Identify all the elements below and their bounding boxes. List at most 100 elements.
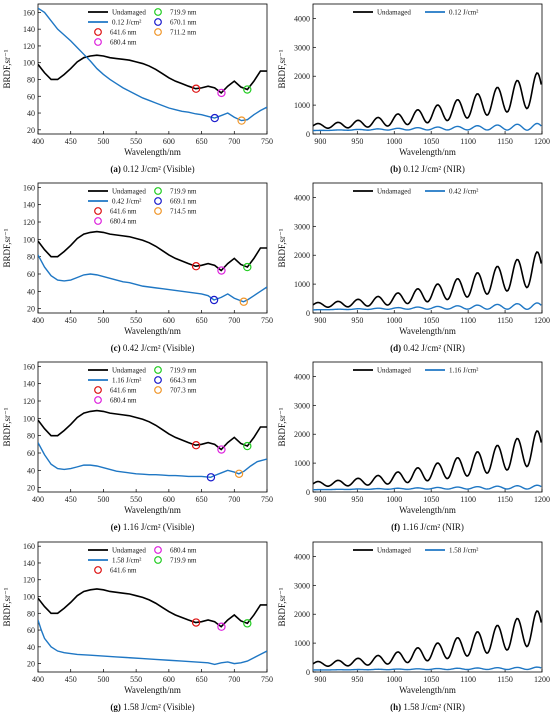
x-tick-label: 1100 [460, 137, 476, 146]
x-tick-label: 500 [97, 675, 109, 684]
legend-label: 641.6 nm [110, 29, 137, 37]
x-tick-label: 900 [314, 675, 326, 684]
wavelength-marker [191, 84, 201, 93]
legend-label: Undamaged [377, 188, 411, 196]
x-tick-label: 1100 [460, 675, 476, 684]
x-tick-label: 700 [228, 495, 240, 504]
x-tick-label: 450 [65, 137, 77, 146]
y-tick-label: 20 [27, 126, 35, 135]
x-tick-label: 1200 [534, 316, 550, 325]
series-line-1 [313, 302, 542, 311]
x-tick-label: 550 [130, 495, 142, 504]
legend-label: 1.58 J/cm² [112, 557, 141, 565]
caption-letter: (d) [390, 343, 401, 353]
y-tick-label: 3000 [294, 222, 310, 231]
legend-marker-swatch [154, 366, 162, 374]
x-tick-label: 1100 [460, 316, 476, 325]
x-tick-label: 400 [32, 675, 44, 684]
wavelength-marker [210, 113, 219, 123]
legend-marker-swatch [154, 376, 162, 384]
y-tick-label: 80 [27, 609, 35, 618]
wavelength-marker [243, 619, 252, 628]
caption-text: 0.12 J/cm² (NIR) [401, 164, 465, 174]
y-axis-label: BRDF,sr⁻¹ [2, 407, 12, 446]
y-tick-label: 1000 [294, 101, 310, 110]
legend-label: 641.6 nm [110, 208, 137, 216]
x-tick-label: 1150 [497, 316, 513, 325]
y-tick-label: 80 [27, 75, 35, 84]
legend-label: Undamaged [377, 547, 411, 555]
plot-frame [37, 3, 268, 135]
y-tick-label: 140 [23, 201, 35, 210]
y-tick-label: 40 [27, 109, 35, 118]
series-line-0 [313, 251, 542, 308]
legend-label: 714.5 nm [170, 208, 197, 216]
series-line-1 [313, 122, 542, 132]
x-tick-label: 650 [196, 137, 208, 146]
x-axis-label: Wavelength/nm [399, 505, 456, 515]
y-tick-label: 4000 [294, 14, 310, 23]
caption-text: 1.16 J/cm² (NIR) [400, 522, 464, 532]
legend-marker-swatch [154, 386, 162, 394]
legend-marker-swatch [154, 546, 162, 554]
x-tick-label: 600 [163, 137, 175, 146]
y-tick-label: 0 [306, 488, 310, 497]
y-tick-label: 0 [306, 309, 310, 318]
x-axis-label: Wavelength/nm [124, 147, 181, 157]
x-tick-label: 400 [32, 316, 44, 325]
y-tick-label: 60 [27, 92, 35, 101]
x-tick-label: 900 [314, 495, 326, 504]
x-tick-label: 1050 [423, 495, 439, 504]
y-tick-label: 1000 [294, 459, 310, 468]
series-line-1 [313, 484, 542, 491]
x-tick-label: 1050 [423, 316, 439, 325]
legend-label: 719.9 nm [170, 367, 197, 375]
y-tick-label: 4000 [294, 193, 310, 202]
legend-label: Undamaged [377, 9, 411, 17]
y-axis-label: BRDF,sr⁻¹ [2, 587, 12, 626]
x-tick-label: 950 [351, 495, 363, 504]
wavelength-marker [234, 469, 244, 479]
x-tick-label: 900 [314, 316, 326, 325]
chart-panel-f: 900 950 1000 1050 1100 1150 1200 0 1000 2000 3000 4… [277, 361, 550, 532]
legend-label: 680.4 nm [170, 547, 197, 555]
y-tick-label: 4000 [294, 372, 310, 381]
caption-text: 1.58 J/cm² (Visible) [121, 702, 195, 712]
x-tick-label: 1050 [423, 137, 439, 146]
plot-frame [37, 361, 268, 493]
panel-caption: (f) 1.16 J/cm² (NIR) [391, 522, 464, 532]
y-tick-label: 100 [23, 593, 35, 602]
caption-letter: (e) [111, 522, 121, 532]
x-tick-label: 550 [130, 137, 142, 146]
x-tick-label: 550 [130, 675, 142, 684]
series-line-1 [313, 666, 542, 671]
y-tick-label: 80 [27, 432, 35, 441]
wavelength-marker [243, 85, 252, 94]
series-line-0 [313, 610, 542, 667]
series-line-1 [38, 7, 267, 122]
legend-marker-swatch [94, 28, 102, 36]
series-line-0 [313, 430, 542, 487]
wavelength-marker [191, 618, 201, 627]
x-tick-label: 650 [196, 495, 208, 504]
caption-text: 1.16 J/cm² (Visible) [121, 522, 195, 532]
x-tick-label: 600 [163, 495, 175, 504]
legend-marker-swatch [154, 8, 162, 16]
panel-caption: (d) 0.42 J/cm² (NIR) [390, 343, 465, 353]
x-axis-label: Wavelength/nm [399, 147, 456, 157]
legend-marker-swatch [94, 566, 102, 574]
legend-label: 641.6 nm [110, 567, 137, 575]
wavelength-marker [191, 440, 201, 450]
y-tick-label: 1000 [294, 639, 310, 648]
legend-label: 1.58 J/cm² [449, 547, 478, 555]
y-tick-label: 160 [23, 362, 35, 371]
panel-caption: (e) 1.16 J/cm² (Visible) [111, 522, 195, 532]
legend-label: 0.42 J/cm² [449, 188, 478, 196]
y-tick-label: 100 [23, 414, 35, 423]
legend-label: 0.12 J/cm² [449, 9, 478, 17]
legend-label: 0.12 J/cm² [112, 19, 141, 27]
plot-frame [312, 182, 543, 314]
series-line-0 [38, 409, 267, 451]
chart-panel-e: 400 450 500 550 600 650 700 750 20 40 60 80 100 120 14… [2, 361, 273, 532]
y-tick-label: 1000 [294, 280, 310, 289]
